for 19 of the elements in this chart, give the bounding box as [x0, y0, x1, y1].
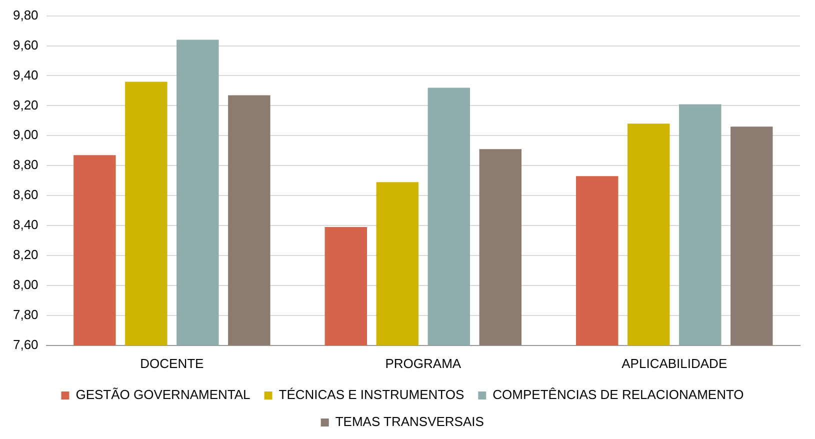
- y-tick-label: 8,80: [12, 157, 38, 172]
- y-tick-label: 8,40: [12, 217, 38, 232]
- x-tick-label: APLICABILIDADE: [622, 356, 728, 371]
- x-tick-label: PROGRAMA: [385, 356, 462, 371]
- y-tick-label: 8,60: [12, 187, 38, 202]
- y-tick-label: 9,60: [12, 37, 38, 52]
- y-tick-label: 8,00: [12, 277, 38, 292]
- legend-label: GESTÃO GOVERNAMENTAL: [76, 387, 250, 402]
- y-tick-label: 9,40: [12, 67, 38, 82]
- legend-label: TEMAS TRANSVERSAIS: [335, 414, 484, 430]
- y-tick-label: 9,80: [12, 7, 38, 22]
- legend-label: TÉCNICAS E INSTRUMENTOS: [278, 387, 464, 402]
- legend-label: COMPETÊNCIAS DE RELACIONAMENTO: [492, 387, 744, 402]
- y-tick-label: 9,00: [12, 127, 38, 142]
- y-tick-label: 7,60: [12, 336, 38, 352]
- y-tick-label: 7,80: [12, 307, 38, 322]
- y-tick-label: 8,20: [12, 247, 38, 262]
- x-tick-label: DOCENTE: [140, 356, 204, 371]
- y-tick-label: 9,20: [12, 97, 38, 112]
